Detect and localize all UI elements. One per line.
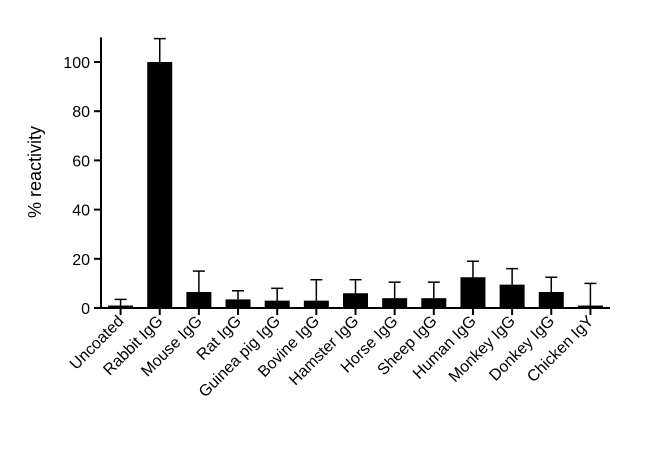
bar <box>186 292 212 308</box>
bar <box>343 293 368 308</box>
y-tick-label: 80 <box>72 104 90 121</box>
bar <box>460 277 486 308</box>
bar <box>499 284 525 308</box>
y-tick-label: 20 <box>72 252 90 269</box>
bar <box>225 299 251 308</box>
bar <box>421 298 447 308</box>
bar <box>538 292 564 308</box>
y-tick-label: 100 <box>63 55 90 72</box>
y-tick-label: 60 <box>72 153 90 170</box>
y-axis-label: % reactivity <box>25 126 45 218</box>
bar <box>147 62 173 308</box>
bar <box>303 300 329 308</box>
bar <box>577 305 603 308</box>
bar <box>382 298 408 308</box>
bar <box>264 300 290 308</box>
bar <box>108 305 134 308</box>
y-tick-label: 0 <box>81 301 90 318</box>
y-tick-label: 40 <box>72 203 90 220</box>
